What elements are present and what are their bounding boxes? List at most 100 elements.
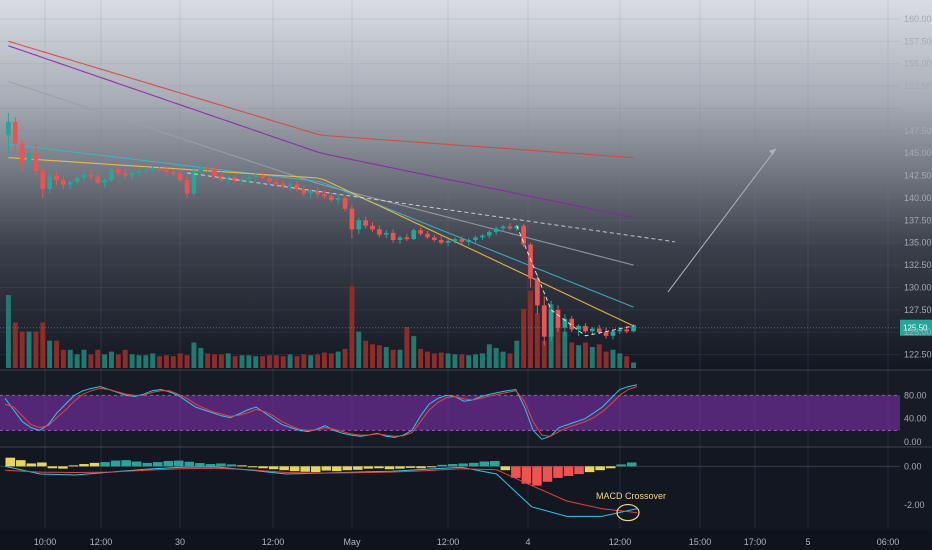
volume-bar: [583, 342, 588, 368]
volume-bar: [171, 356, 176, 368]
macd-hist-bar: [153, 462, 163, 466]
time-axis-label: 12:00: [262, 537, 285, 547]
price-tick-label: 160.00: [904, 14, 932, 24]
volume-bar: [75, 354, 80, 368]
macd-hist-bar: [606, 466, 616, 468]
price-tick-label: 145.00: [904, 148, 932, 158]
volume-bar: [130, 354, 135, 368]
volume-bar: [33, 332, 38, 368]
price-tick-label: 140.00: [904, 193, 932, 203]
candle-body: [171, 172, 176, 174]
macd-hist-bar: [79, 464, 89, 466]
macd-hist-bar: [501, 466, 511, 470]
volume-bar: [6, 295, 11, 368]
volume-bar: [501, 352, 506, 368]
candle-body: [20, 144, 25, 162]
volume-bar: [301, 354, 306, 368]
macd-hist-bar: [16, 460, 26, 466]
volume-bar: [178, 353, 183, 368]
volume-bar: [240, 355, 245, 368]
volume-bar: [590, 347, 595, 368]
volume-bar: [212, 354, 217, 368]
candle-body: [398, 237, 403, 240]
macd-hist-bar: [332, 466, 342, 471]
candle-body: [178, 174, 183, 180]
volume-bar: [13, 322, 18, 368]
macd-hist-bar: [469, 463, 479, 466]
volume-bar: [95, 350, 100, 368]
candle-body: [13, 122, 18, 144]
volume-bar: [624, 356, 629, 368]
macd-hist-bar: [206, 464, 216, 466]
candle-body: [611, 331, 616, 335]
candle-body: [274, 182, 279, 184]
candle-body: [109, 169, 114, 180]
candle-body: [391, 233, 396, 240]
volume-bar: [576, 345, 581, 368]
volume-bar: [452, 354, 457, 368]
macd-hist-bar: [585, 466, 595, 472]
volume-bar: [281, 356, 286, 368]
macd-hist-bar: [364, 466, 374, 468]
macd-crossover-label: MACD Crossover: [596, 491, 666, 501]
candle-body: [102, 180, 107, 183]
time-axis-label: 12:00: [90, 537, 113, 547]
candle-body: [466, 240, 471, 242]
candle-body: [54, 176, 59, 180]
candle-body: [494, 228, 499, 232]
stoch-band: [0, 395, 900, 430]
candle-body: [549, 310, 554, 337]
candle-body: [322, 194, 327, 196]
candle-body: [130, 173, 135, 176]
price-tick-label: 135.00: [904, 238, 932, 248]
volume-bar: [288, 354, 293, 368]
time-axis-label: 10:00: [34, 537, 57, 547]
macd-hist-bar: [142, 463, 152, 466]
volume-bar: [54, 341, 59, 368]
candle-body: [116, 169, 121, 173]
volume-bar: [219, 354, 224, 368]
macd-hist-bar: [490, 461, 500, 466]
macd-hist-bar: [111, 461, 121, 467]
candle-body: [34, 153, 39, 171]
macd-hist-bar: [132, 462, 142, 467]
volume-bar: [82, 350, 87, 368]
volume-bar: [363, 341, 368, 368]
macd-hist-bar: [522, 466, 532, 483]
candle-body: [446, 241, 451, 243]
macd-hist-bar: [290, 466, 300, 471]
candle-body: [418, 230, 423, 234]
volume-bar: [507, 353, 512, 368]
candle-body: [439, 240, 444, 243]
price-tick-label: 152.50: [904, 81, 932, 91]
price-tick-label: 132.50: [904, 260, 932, 270]
volume-bar: [116, 354, 121, 368]
macd-hist-bar: [279, 466, 289, 470]
candle-body: [343, 198, 348, 209]
price-tick-label: 125.00: [904, 327, 932, 337]
macd-hist-bar: [185, 462, 195, 467]
candle-body: [556, 310, 561, 328]
volume-bar: [569, 342, 574, 368]
candle-body: [212, 169, 217, 175]
volume-bar: [226, 353, 231, 368]
candle-body: [384, 233, 389, 235]
time-axis-label: 5: [805, 537, 810, 547]
candle-body: [150, 168, 155, 170]
time-axis-label: 17:00: [744, 537, 767, 547]
price-tick-label: 137.50: [904, 215, 932, 225]
price-tick-label: 157.50: [904, 36, 932, 46]
time-axis-label: 12:00: [609, 537, 632, 547]
macd-hist-bar: [248, 466, 258, 467]
candle-body: [590, 329, 595, 332]
volume-bar: [494, 348, 499, 368]
volume-bar: [164, 355, 169, 368]
volume-bar: [267, 355, 272, 368]
volume-bar: [274, 355, 279, 368]
candle-body: [95, 176, 100, 182]
volume-bar: [102, 354, 107, 368]
macd-hist-bar: [437, 465, 447, 467]
time-axis-label: May: [343, 537, 361, 547]
